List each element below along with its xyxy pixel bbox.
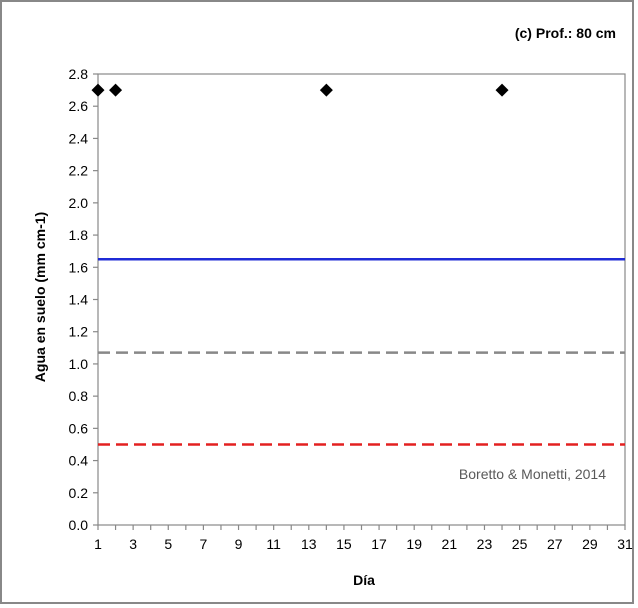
x-axis-title: Día [353, 572, 375, 588]
x-tick-label: 19 [406, 536, 422, 552]
data-points [91, 83, 509, 97]
y-tick-label: 1.4 [69, 292, 89, 308]
x-tick-label: 25 [512, 536, 528, 552]
y-tick-label: 2.4 [69, 130, 89, 146]
y-tick-label: 1.0 [69, 356, 89, 372]
y-tick-label: 0.4 [69, 453, 89, 469]
x-tick-label: 7 [200, 536, 208, 552]
data-point [91, 83, 105, 97]
data-point [319, 83, 333, 97]
y-axis-title: Agua en suelo (mm cm-1) [32, 212, 48, 382]
y-tick-label: 1.2 [69, 324, 89, 340]
reference-lines [98, 257, 625, 446]
y-tick-label: 0.2 [69, 485, 89, 501]
y-tick-label: 1.8 [69, 227, 89, 243]
x-tick-label: 3 [129, 536, 137, 552]
source-credit: Boretto & Monetti, 2014 [459, 466, 606, 482]
y-tick-label: 0.8 [69, 388, 89, 404]
x-axis-ticks: 1 3 5 7 9 11 13 15 17 19 21 23 25 27 29 31 [94, 525, 633, 552]
plot-border [97, 73, 626, 526]
plot-area [97, 73, 626, 526]
data-point [495, 83, 509, 97]
y-axis-ticks: 0.0 0.2 0.4 0.6 0.8 1.0 1.2 1.4 1.6 1.8 2.0 2.2 2.4 2… [69, 66, 98, 533]
x-tick-label: 13 [301, 536, 317, 552]
x-tick-label: 15 [336, 536, 352, 552]
y-tick-label: 2.6 [69, 98, 89, 114]
y-tick-label: 1.6 [69, 259, 89, 275]
y-tick-label: 2.8 [69, 66, 89, 82]
x-tick-label: 17 [371, 536, 387, 552]
y-tick-label: 2.0 [69, 195, 89, 211]
x-tick-label: 31 [617, 536, 633, 552]
x-tick-label: 29 [582, 536, 598, 552]
chart-title: (c) Prof.: 80 cm [515, 25, 616, 41]
x-tick-label: 27 [547, 536, 563, 552]
x-tick-label: 21 [442, 536, 458, 552]
data-point [109, 83, 123, 97]
x-tick-label: 23 [477, 536, 493, 552]
y-tick-label: 0.6 [69, 420, 89, 436]
y-tick-label: 0.0 [69, 517, 89, 533]
x-tick-label: 11 [266, 536, 281, 552]
x-tick-label: 9 [235, 536, 243, 552]
x-tick-label: 5 [164, 536, 172, 552]
y-tick-label: 2.2 [69, 163, 89, 179]
x-tick-label: 1 [94, 536, 102, 552]
